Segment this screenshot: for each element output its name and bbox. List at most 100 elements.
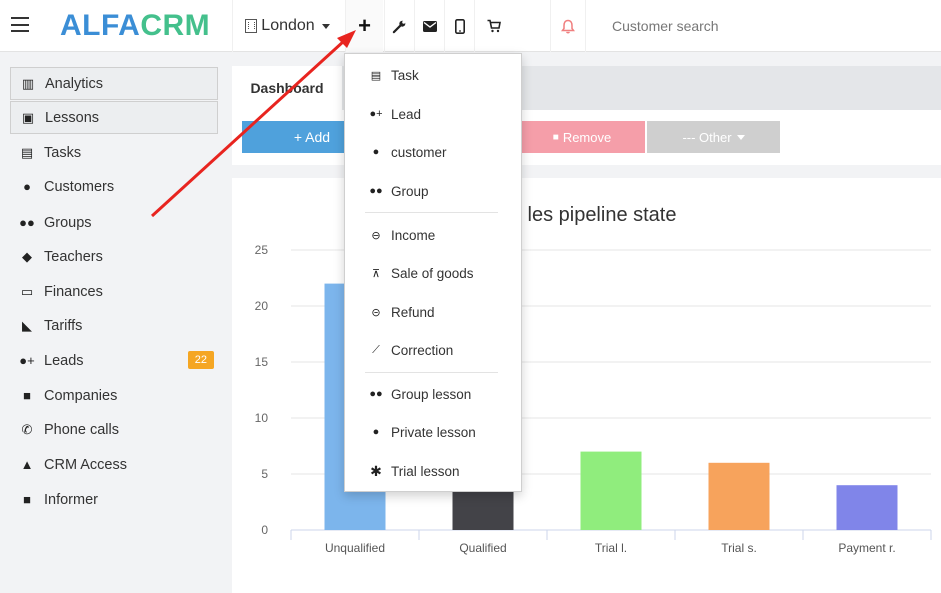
graduation-cap-icon: ◆ xyxy=(22,248,32,264)
sidebar-item-label: Companies xyxy=(44,387,118,404)
sidebar-item-leads[interactable]: ●+ Leads 22 xyxy=(10,344,218,377)
sidebar-item-label: Phone calls xyxy=(44,421,119,438)
logo-crm: CRM xyxy=(140,9,211,42)
bell-icon[interactable] xyxy=(550,0,585,52)
sign-in-icon: ⊖ xyxy=(371,229,381,242)
sidebar-item-label: Teachers xyxy=(44,248,103,265)
x-tick-label: Unqualified xyxy=(325,541,385,555)
x-tick-label: Payment r. xyxy=(838,541,895,555)
dropdown-item-customer[interactable]: ● customer xyxy=(345,137,521,167)
sidebar-item-informer[interactable]: ■ Informer xyxy=(10,483,218,516)
users-icon: ●● xyxy=(19,215,35,230)
sidebar-item-groups[interactable]: ●● Groups xyxy=(10,206,218,239)
caret-down-icon xyxy=(321,23,330,29)
caret-down-icon xyxy=(736,134,745,140)
dropdown-item-sale-of-goods[interactable]: ⊼ Sale of goods xyxy=(345,258,521,288)
sidebar-item-label: Tasks xyxy=(44,144,82,161)
square-icon: ■ xyxy=(23,492,31,507)
dropdown-divider xyxy=(365,372,498,373)
customer-search-input[interactable]: Customer search xyxy=(585,0,941,52)
other-label: --- Other xyxy=(682,129,732,145)
sidebar-item-label: Tariffs xyxy=(44,317,83,334)
dropdown-item-label: Lead xyxy=(391,106,422,122)
tab-dashboard[interactable]: Dashboard xyxy=(232,66,342,110)
dropdown-item-income[interactable]: ⊖ Income xyxy=(345,220,521,250)
logo-alfa: ALFA xyxy=(60,9,141,42)
dropdown-item-label: Group xyxy=(391,183,429,199)
dropdown-item-private-lesson[interactable]: ● Private lesson xyxy=(345,417,521,447)
dropdown-item-lead[interactable]: ●+ Lead xyxy=(345,99,521,129)
wrench-icon[interactable] xyxy=(384,0,414,52)
tag-icon: ◣ xyxy=(22,317,32,333)
bar-chart: 0 5 10 15 20 25 Unqualified Qualified Trial l. Tr… xyxy=(255,243,932,555)
dropdown-item-label: Sale of goods xyxy=(391,265,474,281)
x-tick-label: Trial l. xyxy=(595,541,627,555)
minus-circle-icon: ⊝ xyxy=(371,306,381,319)
x-tick-label: Trial s. xyxy=(721,541,757,555)
sidebar-item-label: Groups xyxy=(44,214,92,231)
x-tick-label: Qualified xyxy=(459,541,506,555)
user-icon: ● xyxy=(23,179,31,194)
dropdown-item-label: Income xyxy=(391,227,436,243)
calendar-icon: ▣ xyxy=(21,109,35,125)
sidebar-item-crm-access[interactable]: ▲ CRM Access xyxy=(10,448,218,481)
dropdown-item-refund[interactable]: ⊝ Refund xyxy=(345,297,521,327)
envelope-icon[interactable] xyxy=(414,0,444,52)
dropdown-item-label: Trial lesson xyxy=(391,463,460,479)
user-icon: ● xyxy=(372,146,380,158)
sidebar-item-tariffs[interactable]: ◣ Tariffs xyxy=(10,309,218,342)
hamburger-menu-icon[interactable] xyxy=(11,17,29,32)
tab-bar: Dashboard xyxy=(232,66,941,110)
dropdown-item-trial-lesson[interactable]: ✱ Trial lesson xyxy=(345,456,521,486)
remove-button[interactable]: ■ Remove xyxy=(519,121,645,153)
sidebar-item-companies[interactable]: ■ Companies xyxy=(10,379,218,412)
chart-card: les pipeline state 0 5 10 15 20 25 Unqualified… xyxy=(232,178,941,593)
dropdown-item-label: Correction xyxy=(391,342,454,358)
bar xyxy=(580,451,642,530)
dropdown-item-label: Refund xyxy=(391,304,435,320)
asterisk-icon: ✱ xyxy=(370,462,382,479)
sidebar-item-tasks[interactable]: ▤ Tasks xyxy=(10,136,218,169)
dropdown-item-task[interactable]: ▤ Task xyxy=(345,60,521,90)
sidebar-item-lessons[interactable]: ▣ Lessons xyxy=(10,101,218,134)
user-icon: ● xyxy=(372,426,380,438)
sidebar-item-finances[interactable]: ▭ Finances xyxy=(10,275,218,308)
phone-icon: ✆ xyxy=(21,421,33,437)
dropdown-item-group-lesson[interactable]: ●● Group lesson xyxy=(345,379,521,409)
sidebar-item-label: Informer xyxy=(44,491,98,508)
sidebar-item-teachers[interactable]: ◆ Teachers xyxy=(10,240,218,273)
sidebar-item-label: Finances xyxy=(44,283,103,300)
sidebar-item-phone-calls[interactable]: ✆ Phone calls xyxy=(10,413,218,446)
top-bar: ALFACRM London + Customer search xyxy=(0,0,941,52)
user-plus-icon: ●+ xyxy=(369,108,383,120)
add-menu-button[interactable]: + xyxy=(345,0,383,52)
y-tick-label: 25 xyxy=(255,243,269,257)
city-selector[interactable]: London xyxy=(232,0,342,52)
dropdown-divider xyxy=(365,212,498,213)
other-dropdown-button[interactable]: --- Other xyxy=(647,121,780,153)
city-label: London xyxy=(261,17,315,34)
add-menu-dropdown: ▤ Task ●+ Lead ● customer ●● Group ⊖ Income ⊼… xyxy=(344,53,522,492)
mobile-icon[interactable] xyxy=(444,0,474,52)
sidebar-item-customers[interactable]: ● Customers xyxy=(10,170,218,203)
users-icon: ●● xyxy=(369,185,383,197)
sidebar-item-analytics[interactable]: ▥ Analytics xyxy=(10,67,218,100)
logo[interactable]: ALFACRM xyxy=(60,9,210,43)
cart-icon: ⊼ xyxy=(371,267,381,280)
building-icon xyxy=(245,19,258,33)
dropdown-item-group[interactable]: ●● Group xyxy=(345,176,521,206)
briefcase-icon: ■ xyxy=(23,388,31,403)
lock-icon: ▲ xyxy=(20,457,34,472)
sidebar: ▥ Analytics ▣ Lessons ▤ Tasks ● Customers ●●… xyxy=(0,52,226,593)
dropdown-item-correction[interactable]: ⟋ Correction xyxy=(345,335,521,365)
y-tick-label: 10 xyxy=(255,411,269,425)
cart-icon[interactable] xyxy=(474,0,512,52)
y-tick-label: 15 xyxy=(255,355,269,369)
y-tick-label: 5 xyxy=(261,467,268,481)
remove-label: Remove xyxy=(562,129,612,145)
y-tick-label: 20 xyxy=(255,299,269,313)
clipboard-icon: ▤ xyxy=(20,144,34,160)
dropdown-item-label: Group lesson xyxy=(391,386,472,402)
y-tick-label: 0 xyxy=(261,523,268,537)
